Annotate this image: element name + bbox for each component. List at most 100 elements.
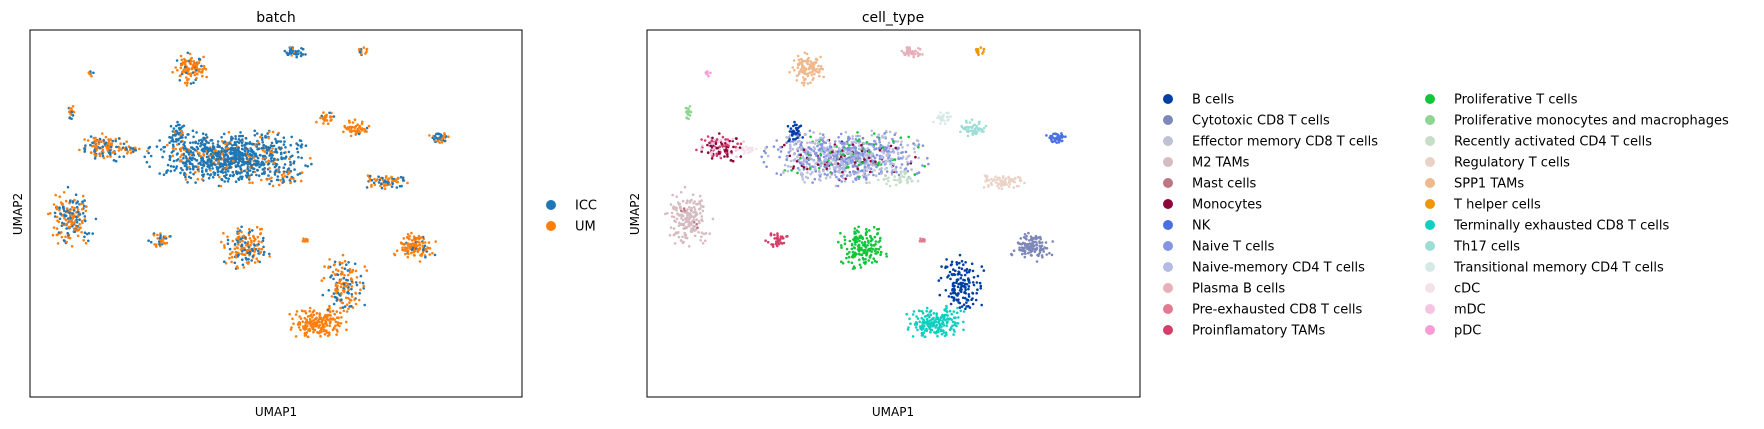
- scatter-point: [786, 169, 790, 173]
- scatter-point: [70, 110, 74, 114]
- scatter-point: [62, 191, 66, 194]
- scatter-point: [267, 162, 271, 165]
- scatter-point: [147, 151, 150, 155]
- scatter-point: [839, 231, 842, 235]
- scatter-point: [868, 142, 871, 146]
- scatter-point: [424, 247, 427, 251]
- scatter-point: [672, 207, 676, 211]
- scatter-point: [977, 122, 981, 126]
- scatter-point: [982, 50, 985, 54]
- scatter-point: [959, 309, 963, 313]
- scatter-point: [83, 138, 86, 141]
- scatter-point: [905, 312, 908, 316]
- scatter-point: [339, 285, 343, 289]
- scatter-point: [815, 151, 818, 155]
- scatter-point: [84, 219, 87, 223]
- scatter-point: [1038, 248, 1042, 251]
- scatter-point: [928, 310, 932, 314]
- scatter-point: [923, 165, 926, 168]
- scatter-point: [324, 319, 327, 322]
- scatter-point: [887, 149, 890, 153]
- scatter-point: [836, 184, 840, 188]
- scatter-point: [909, 160, 913, 163]
- scatter-point: [175, 138, 178, 141]
- scatter-point: [690, 214, 693, 217]
- scatter-point: [325, 119, 329, 122]
- scatter-point: [62, 207, 65, 211]
- scatter-point: [1024, 252, 1027, 256]
- scatter-point: [749, 150, 752, 154]
- scatter-point: [114, 139, 117, 143]
- scatter-point: [811, 63, 815, 66]
- scatter-point: [162, 150, 166, 153]
- scatter-point: [248, 227, 251, 231]
- scatter-point: [409, 242, 413, 246]
- legend-marker-mdc: [1425, 304, 1435, 314]
- scatter-point: [164, 235, 167, 238]
- scatter-point: [868, 256, 872, 259]
- scatter-point: [337, 316, 340, 320]
- scatter-point: [809, 63, 812, 66]
- scatter-point: [984, 180, 987, 183]
- scatter-point: [875, 247, 878, 251]
- scatter-point: [854, 157, 858, 160]
- scatter-point: [937, 330, 940, 334]
- scatter-point: [76, 234, 80, 238]
- scatter-point: [184, 147, 188, 150]
- scatter-point: [107, 141, 110, 145]
- scatter-point: [240, 230, 243, 234]
- scatter-point: [330, 111, 333, 115]
- scatter-point: [98, 139, 101, 143]
- scatter-point: [878, 141, 881, 144]
- scatter-point: [842, 173, 845, 176]
- scatter-point: [179, 140, 183, 143]
- scatter-point: [908, 176, 912, 180]
- scatter-point: [196, 177, 200, 181]
- scatter-point: [328, 333, 331, 336]
- scatter-point: [290, 135, 294, 139]
- scatter-point: [901, 155, 905, 158]
- scatter-point: [321, 325, 324, 329]
- scatter-point: [796, 149, 800, 153]
- scatter-point: [189, 149, 192, 153]
- scatter-point: [206, 172, 210, 176]
- scatter-point: [805, 52, 809, 56]
- scatter-point: [920, 316, 924, 320]
- scatter-point: [256, 161, 260, 165]
- scatter-point: [688, 224, 691, 228]
- scatter-point: [706, 72, 709, 75]
- scatter-point: [101, 132, 104, 135]
- scatter-point: [863, 262, 867, 265]
- scatter-point: [344, 296, 348, 300]
- scatter-point: [786, 155, 789, 159]
- scatter-point: [672, 205, 676, 209]
- scatter-point: [64, 223, 68, 226]
- scatter-point: [271, 150, 275, 154]
- scatter-point: [870, 261, 874, 264]
- scatter-point: [854, 253, 857, 257]
- scatter-point: [682, 240, 685, 244]
- scatter-point: [87, 232, 91, 235]
- legend-label-effector-memory-cd8-t-cells: Effector memory CD8 T cells: [1192, 135, 1378, 150]
- scatter-point: [345, 284, 349, 288]
- scatter-point: [252, 239, 256, 243]
- scatter-point: [1038, 251, 1042, 254]
- scatter-point: [802, 84, 806, 87]
- scatter-point: [940, 315, 943, 319]
- scatter-point: [803, 81, 806, 85]
- scatter-point: [804, 68, 808, 71]
- scatter-point: [309, 156, 312, 160]
- scatter-point: [917, 146, 920, 149]
- scatter-point: [186, 70, 190, 73]
- scatter-point: [183, 81, 187, 85]
- legend-marker-pdc: [1425, 325, 1435, 335]
- scatter-point: [284, 146, 287, 149]
- scatter-point: [304, 144, 308, 147]
- scatter-point: [334, 284, 338, 288]
- scatter-point: [174, 66, 177, 69]
- scatter-point: [192, 147, 196, 151]
- scatter-point: [869, 162, 873, 166]
- scatter-point: [252, 236, 255, 239]
- scatter-point: [234, 180, 238, 183]
- scatter-point: [1012, 186, 1016, 189]
